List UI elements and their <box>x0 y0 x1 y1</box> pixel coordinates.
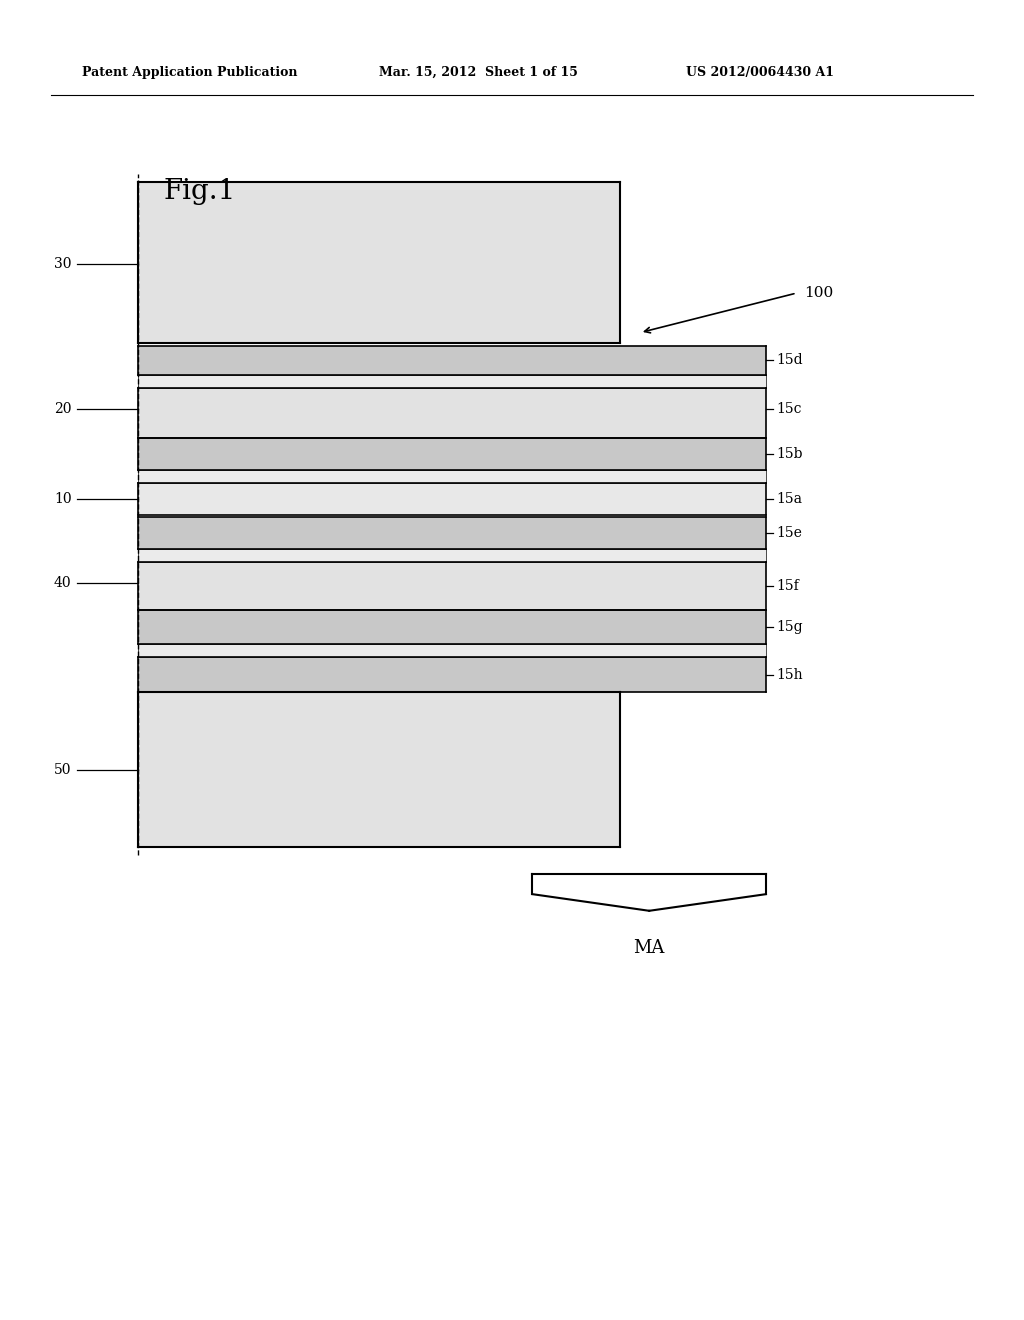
Text: 100: 100 <box>804 286 834 300</box>
Text: Patent Application Publication: Patent Application Publication <box>82 66 297 79</box>
Text: Fig.1: Fig.1 <box>164 178 237 205</box>
Text: 15c: 15c <box>776 403 802 416</box>
Text: 15g: 15g <box>776 620 803 634</box>
Bar <box>138 346 766 375</box>
Bar <box>138 657 766 692</box>
Text: 15b: 15b <box>776 447 803 461</box>
Text: 15d: 15d <box>776 354 803 367</box>
Bar <box>138 644 766 657</box>
Bar <box>138 375 766 388</box>
Text: 15h: 15h <box>776 668 803 681</box>
Bar <box>138 692 620 847</box>
Text: 10: 10 <box>54 492 72 506</box>
Bar <box>138 438 766 470</box>
Text: Mar. 15, 2012  Sheet 1 of 15: Mar. 15, 2012 Sheet 1 of 15 <box>379 66 578 79</box>
Bar <box>138 517 766 549</box>
Text: 15a: 15a <box>776 492 802 506</box>
Text: 15e: 15e <box>776 527 802 540</box>
Bar <box>138 182 620 343</box>
Text: 20: 20 <box>54 403 72 416</box>
Bar <box>138 388 766 438</box>
Text: MA: MA <box>634 939 665 957</box>
Bar <box>138 470 766 483</box>
Text: 50: 50 <box>54 763 72 776</box>
Bar <box>138 562 766 610</box>
Text: 30: 30 <box>54 257 72 271</box>
Text: 15f: 15f <box>776 579 799 593</box>
Bar <box>138 549 766 562</box>
Text: 40: 40 <box>54 577 72 590</box>
Bar <box>138 610 766 644</box>
Text: US 2012/0064430 A1: US 2012/0064430 A1 <box>686 66 835 79</box>
Bar <box>138 483 766 515</box>
